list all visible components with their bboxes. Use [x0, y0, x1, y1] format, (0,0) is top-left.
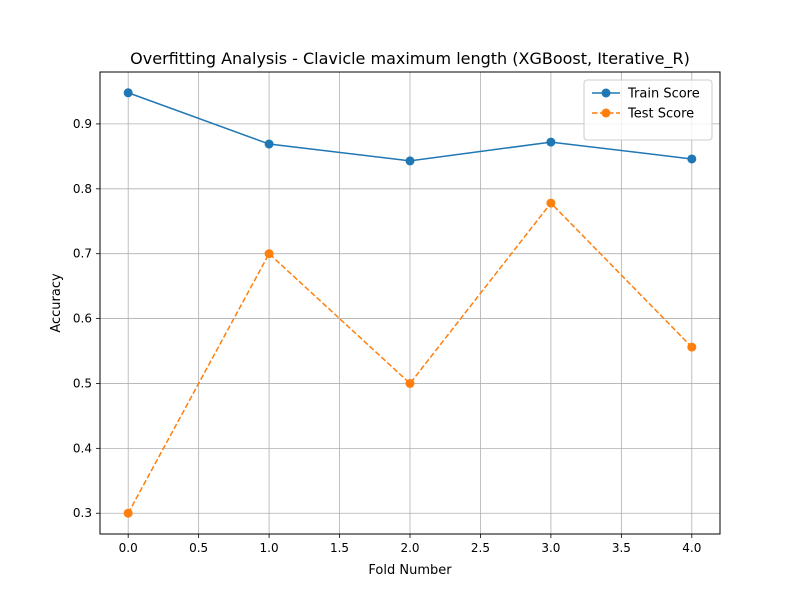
series-test-score [123, 198, 697, 518]
x-tick-label: 4.0 [682, 541, 701, 555]
y-tick-label: 0.3 [73, 506, 92, 520]
chart-title: Overfitting Analysis - Clavicle maximum … [130, 49, 690, 69]
data-point [687, 154, 697, 164]
y-tick-label: 0.4 [73, 441, 92, 455]
series-layer [123, 88, 697, 518]
y-tick-label: 0.7 [73, 247, 92, 261]
data-point [546, 198, 556, 208]
y-tick-label: 0.9 [73, 117, 92, 131]
x-tick-label: 3.0 [541, 541, 560, 555]
y-axis-ticks: 0.3 0.4 0.5 0.6 0.7 0.8 0.9 [73, 117, 100, 520]
data-point [687, 342, 697, 352]
data-point [405, 156, 415, 166]
x-tick-label: 0.0 [119, 541, 138, 555]
data-point [123, 508, 133, 518]
legend-box [583, 79, 713, 141]
x-tick-label: 2.0 [400, 541, 419, 555]
data-point [264, 249, 274, 259]
data-point [123, 88, 133, 98]
legend-marker [601, 88, 611, 98]
grid-lines [100, 72, 720, 534]
legend: Train Score Test Score [583, 79, 713, 141]
x-tick-label: 0.5 [189, 541, 208, 555]
x-tick-label: 2.5 [471, 541, 490, 555]
x-axis-ticks: 0.0 0.5 1.0 1.5 2.0 2.5 3.0 3.5 4.0 [119, 534, 701, 555]
y-tick-label: 0.6 [73, 312, 92, 326]
legend-label: Train Score [627, 87, 700, 102]
legend-label: Test Score [627, 107, 694, 122]
x-tick-label: 1.5 [330, 541, 349, 555]
data-point [405, 378, 415, 388]
x-axis-label: Fold Number [368, 563, 452, 578]
y-tick-label: 0.8 [73, 182, 92, 196]
data-point [264, 139, 274, 149]
legend-marker [601, 108, 611, 118]
y-axis-label: Accuracy [49, 273, 64, 333]
x-tick-label: 1.0 [260, 541, 279, 555]
x-tick-label: 3.5 [612, 541, 631, 555]
series-train-score [123, 88, 697, 166]
y-tick-label: 0.5 [73, 376, 92, 390]
data-point [546, 137, 556, 147]
series-line [127, 201, 693, 514]
